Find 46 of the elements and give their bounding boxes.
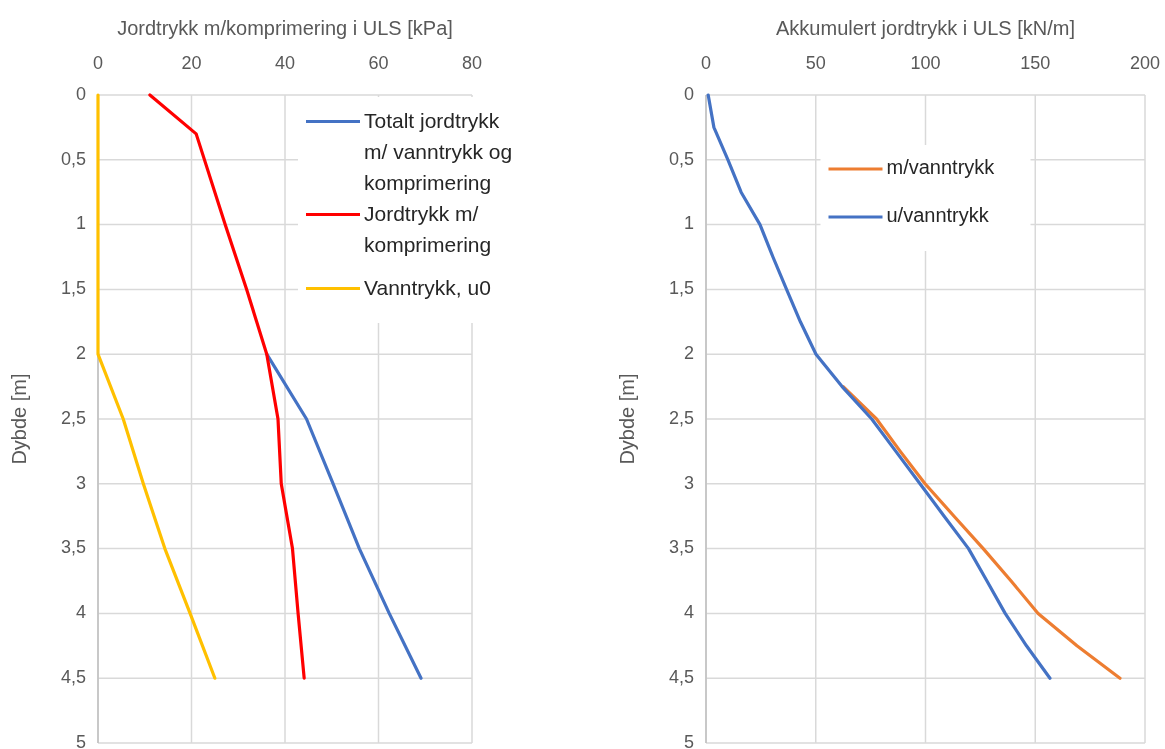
line-series: [148, 93, 306, 680]
y-axis-title: Dybde [m]: [8, 373, 30, 465]
x-axis-title: Jordtrykk m/komprimering i ULS [kPa]: [117, 17, 453, 39]
y-tick-label: 1,5: [668, 278, 694, 299]
x-tick-label: 40: [274, 53, 296, 73]
legend-label: Jordtrykk m/ komprimering: [364, 201, 492, 256]
y-tick-label: 0,5: [60, 148, 86, 169]
x-tick-label: 0: [92, 53, 104, 73]
y-tick-label: 2: [75, 342, 86, 363]
y-tick-label: 3: [683, 472, 694, 493]
y-tick-label: 4,5: [668, 666, 694, 687]
x-tick-label: 0: [700, 53, 712, 73]
y-axis-title: Dybde [m]: [616, 373, 638, 465]
x-tick-label: 80: [461, 53, 483, 73]
x-tick-label: 60: [368, 53, 389, 73]
y-tick-label: 3,5: [60, 537, 86, 558]
line-series: [96, 93, 217, 680]
line-series: [706, 93, 1052, 680]
y-tick-label: 2,5: [668, 407, 694, 428]
x-tick-label: 100: [910, 53, 941, 73]
x-tick-label: 150: [1020, 53, 1051, 73]
y-tick-label: 0,5: [668, 148, 694, 169]
y-tick-label: 0: [683, 83, 694, 104]
y-tick-label: 4: [75, 602, 86, 623]
line-series: [265, 352, 423, 680]
y-tick-label: 1: [683, 213, 694, 234]
y-tick-label: 1,5: [60, 278, 86, 299]
line-series: [841, 385, 1122, 680]
y-tick-label: 3,5: [668, 537, 694, 558]
y-tick-label: 4,5: [60, 666, 86, 687]
y-tick-label: 2: [683, 342, 694, 363]
legend-label: Vanntrykk, u0: [364, 275, 491, 299]
x-tick-label: 50: [805, 53, 826, 73]
y-tick-label: 1: [75, 213, 86, 234]
y-tick-label: 5: [75, 731, 86, 749]
x-tick-label: 20: [181, 53, 202, 73]
legend-label: m/vanntrykk: [886, 156, 996, 179]
x-tick-label: 200: [1129, 53, 1161, 73]
y-tick-label: 0: [75, 83, 86, 104]
y-tick-label: 4: [683, 602, 694, 623]
legend-label: Totalt jordtrykk m/ vanntrykk og komprimering: [364, 108, 513, 194]
y-tick-label: 5: [683, 731, 694, 749]
x-axis-title: Akkumulert jordtrykk i ULS [kN/m]: [776, 17, 1075, 39]
y-tick-label: 3: [75, 472, 86, 493]
legend-label: u/vanntrykk: [886, 204, 990, 227]
y-tick-label: 2,5: [60, 407, 86, 428]
